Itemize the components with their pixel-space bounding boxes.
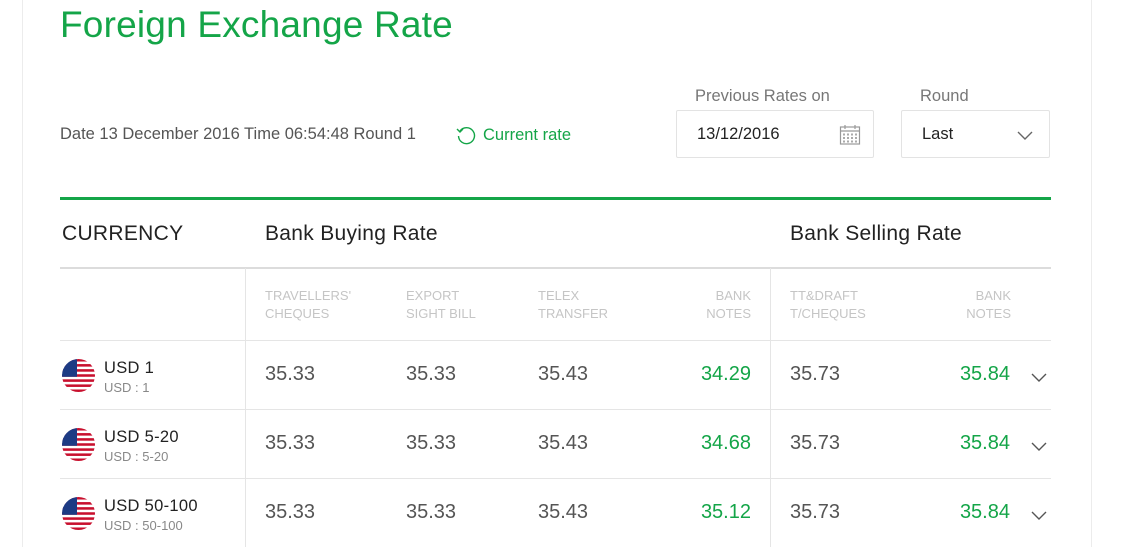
us-flag-icon [62,428,95,461]
exchange-rate-panel [22,0,1092,547]
telex-transfer-value: 35.43 [538,432,589,454]
page-title: Foreign Exchange Rate [60,4,453,45]
travellers-cheques-value: 35.33 [265,432,316,454]
column-divider [245,268,246,547]
round-label: Round [920,87,969,105]
bank-notes-buy-value: 34.29 [700,363,751,385]
bank-notes-buy-value: 35.12 [700,501,751,523]
tt-draft-value: 35.73 [790,501,841,523]
tt-draft-value: 35.73 [790,363,841,385]
subheader-telex-transfer: TELEX TRANSFER [538,288,609,321]
us-flag-icon [62,497,95,530]
subheader-export-sight-bill: EXPORT SIGHT BILL [406,288,476,321]
telex-transfer-value: 35.43 [538,363,589,385]
row-divider [60,340,1051,341]
bank-notes-sell-value: 35.84 [959,432,1010,454]
expand-chevron-icon[interactable] [1031,508,1047,526]
column-divider [770,268,771,547]
expand-chevron-icon[interactable] [1031,439,1047,457]
bank-notes-sell-value: 35.84 [959,363,1010,385]
currency-sub: USD : 5-20 [104,449,169,464]
currency-name: USD 5-20 [104,428,179,446]
currency-name: USD 50-100 [104,497,198,515]
selling-rate-header: Bank Selling Rate [790,222,963,245]
telex-transfer-value: 35.43 [538,501,589,523]
currency-name: USD 1 [104,359,155,377]
chevron-down-icon [1017,128,1033,146]
currency-sub: USD : 50-100 [104,518,183,533]
subheader-bank-notes-buy: BANK NOTES [706,288,751,321]
refresh-icon [455,124,477,146]
subheader-tt-draft: TT&DRAFT T/CHEQUES [790,288,866,321]
rate-info-text: Date 13 December 2016 Time 06:54:48 Roun… [60,125,416,143]
travellers-cheques-value: 35.33 [265,501,316,523]
export-sight-bill-value: 35.33 [406,432,457,454]
current-rate-label: Current rate [483,125,572,144]
table-divider [60,267,1051,269]
date-value: 13/12/2016 [697,125,780,143]
current-rate-link[interactable]: Current rate [455,124,571,146]
previous-rates-label: Previous Rates on [695,87,830,105]
table-row[interactable]: USD 1 USD : 1 35.33 35.33 35.43 34.29 35… [0,341,1142,410]
row-divider [60,409,1051,410]
subheader-travellers-cheques: TRAVELLERS' CHEQUES [265,288,352,321]
export-sight-bill-value: 35.33 [406,501,457,523]
expand-chevron-icon[interactable] [1031,370,1047,388]
us-flag-icon [62,359,95,392]
subheader-bank-notes-sell: BANK NOTES [966,288,1011,321]
buying-rate-header: Bank Buying Rate [265,222,438,245]
tt-draft-value: 35.73 [790,432,841,454]
bank-notes-sell-value: 35.84 [959,501,1010,523]
table-row[interactable]: USD 5-20 USD : 5-20 35.33 35.33 35.43 34… [0,410,1142,479]
currency-sub: USD : 1 [104,380,150,395]
table-row[interactable]: USD 50-100 USD : 50-100 35.33 35.33 35.4… [0,479,1142,548]
bank-notes-buy-value: 34.68 [700,432,751,454]
date-picker-field[interactable]: 13/12/2016 [676,110,874,158]
round-value: Last [922,125,954,143]
currency-column-header: CURRENCY [62,222,184,245]
header-divider [60,197,1051,200]
row-divider [60,478,1051,479]
export-sight-bill-value: 35.33 [406,363,457,385]
round-select[interactable]: Last [901,110,1050,158]
calendar-icon[interactable] [839,124,861,151]
travellers-cheques-value: 35.33 [265,363,316,385]
